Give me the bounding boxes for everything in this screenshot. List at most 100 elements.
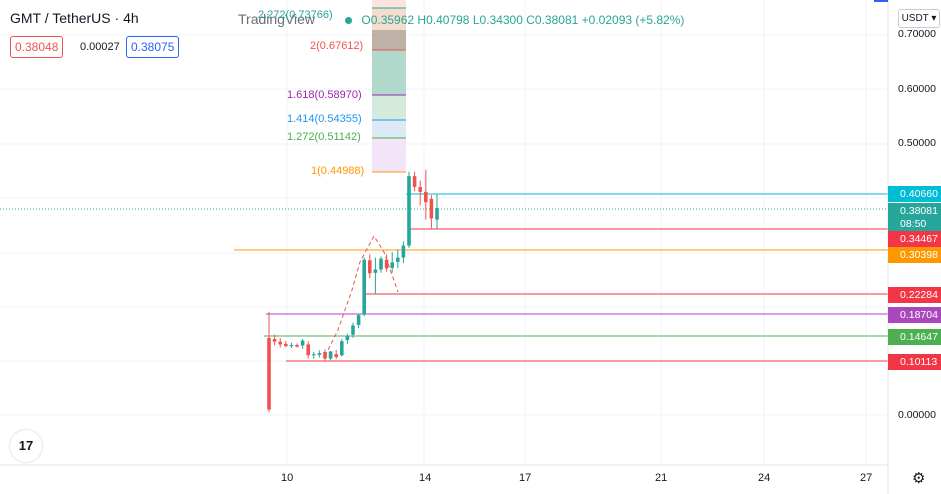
currency-label: USDT xyxy=(901,13,929,24)
candle xyxy=(356,314,361,329)
symbol-text: GMT / TetherUS · 4h xyxy=(10,10,139,26)
high-label: H xyxy=(417,13,427,27)
time-tick: 24 xyxy=(758,472,771,484)
candle-body xyxy=(300,340,305,346)
brand-watermark: TradingView xyxy=(238,11,316,27)
candle-body xyxy=(379,258,383,270)
chart-grid xyxy=(0,0,888,465)
candle xyxy=(340,339,344,357)
tradingview-logo[interactable]: 17 xyxy=(10,430,42,462)
time-tick: 14 xyxy=(419,472,432,484)
candle-body xyxy=(424,191,428,203)
fib-label: 1.414(0.54355) xyxy=(287,113,362,125)
ask-box[interactable]: 0.38075 xyxy=(126,36,180,58)
candle-body xyxy=(384,259,389,269)
candle-body xyxy=(334,354,338,357)
close-label: C xyxy=(526,13,535,27)
candle-body xyxy=(435,208,439,220)
candle-body xyxy=(362,259,366,315)
candle-body xyxy=(396,257,400,262)
low-value: 0.34300 xyxy=(479,13,523,27)
candle-body xyxy=(284,343,288,347)
candle-body xyxy=(340,341,344,356)
candle xyxy=(373,257,378,294)
fib-zone xyxy=(372,30,406,50)
candle xyxy=(401,241,406,263)
candle-body xyxy=(356,315,361,325)
change-value: +0.02093 (+5.82%) xyxy=(581,13,685,27)
candle xyxy=(300,339,305,349)
candle xyxy=(384,254,389,272)
pattern-drawing xyxy=(324,235,399,357)
candle xyxy=(312,352,316,359)
candle-body xyxy=(351,325,355,335)
price-tag: 0.40660 xyxy=(888,186,941,202)
candle xyxy=(272,334,277,346)
candle-body xyxy=(429,198,434,219)
candle-body xyxy=(418,187,422,192)
close-value: 0.38081 xyxy=(534,13,579,27)
price-tick: 0.50000 xyxy=(898,137,936,149)
candle-body xyxy=(317,353,322,355)
candle xyxy=(412,171,417,192)
price-tick: 0.70000 xyxy=(898,28,936,40)
open-label: O xyxy=(361,13,371,27)
candle xyxy=(267,311,271,413)
fib-label: 1.272(0.51142) xyxy=(287,131,361,143)
price-tag: 0.14647 xyxy=(888,329,941,345)
candle xyxy=(418,180,422,206)
fib-zone xyxy=(372,95,406,120)
candle xyxy=(429,195,434,229)
ohlc-readout: O0.35962 H0.40798 L0.34300 C0.38081 +0.0… xyxy=(345,13,684,27)
candle-body xyxy=(412,176,417,187)
fib-label: 2(0.67612) xyxy=(310,40,364,52)
candle-body xyxy=(328,351,333,359)
candle-body xyxy=(345,335,350,341)
fib-zone xyxy=(372,50,406,95)
time-tick: 17 xyxy=(519,472,532,484)
candle-body xyxy=(272,339,277,342)
price-tag: 0.34467 xyxy=(888,231,941,247)
candle xyxy=(317,350,322,358)
fib-label: 1(0.44988) xyxy=(311,165,365,177)
candle xyxy=(351,322,355,338)
candle xyxy=(396,249,400,269)
fib-label: 1.618(0.58970) xyxy=(287,89,362,101)
fib-zone xyxy=(372,8,406,30)
price-tick: 0.00000 xyxy=(898,409,936,421)
fib-extension-tool xyxy=(372,0,406,173)
last-price-tag: 0.38081 xyxy=(888,203,941,219)
candle-body xyxy=(407,176,411,246)
candle xyxy=(368,254,372,279)
time-tick: 21 xyxy=(655,472,668,484)
candle-body xyxy=(295,344,299,347)
fib-zone xyxy=(372,120,406,138)
candlestick-series xyxy=(267,169,439,413)
candle xyxy=(379,256,383,273)
candle xyxy=(407,171,411,248)
candle xyxy=(284,341,288,348)
status-dot-icon xyxy=(345,17,352,25)
candle-body xyxy=(368,260,372,274)
candle xyxy=(424,169,428,220)
candle-body xyxy=(401,245,406,258)
candle-body xyxy=(312,354,316,356)
fib-zone xyxy=(372,0,406,8)
countdown-tag: 08:50 xyxy=(888,216,941,232)
candle xyxy=(345,333,350,344)
bid-box[interactable]: 0.38048 xyxy=(10,36,64,58)
time-tick: 27 xyxy=(860,472,873,484)
candle-body xyxy=(267,337,271,410)
high-value: 0.40798 xyxy=(426,13,470,27)
candle xyxy=(328,350,333,361)
price-tick: 0.60000 xyxy=(898,83,936,95)
candle-body xyxy=(306,344,310,356)
currency-selector[interactable]: USDT ▾ xyxy=(898,9,940,28)
candle xyxy=(390,252,394,273)
candle xyxy=(334,349,338,360)
candle xyxy=(362,257,366,317)
gear-icon[interactable]: ⚙ xyxy=(912,470,926,487)
candle-body xyxy=(390,262,394,268)
candle-body xyxy=(373,269,378,273)
